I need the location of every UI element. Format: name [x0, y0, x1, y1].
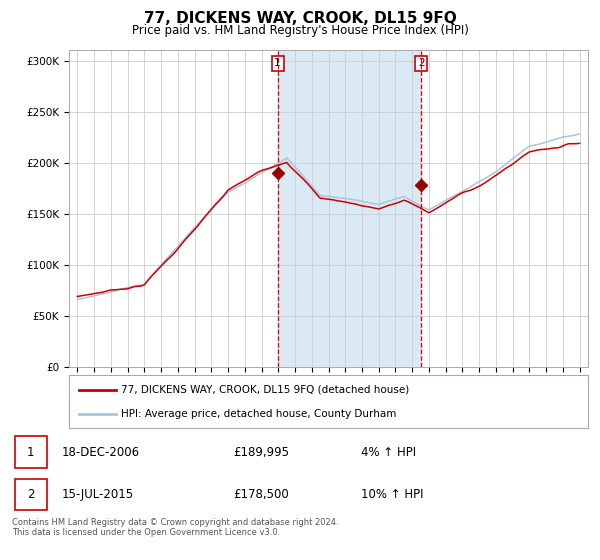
Text: 15-JUL-2015: 15-JUL-2015: [61, 488, 134, 501]
Text: £178,500: £178,500: [233, 488, 289, 501]
Text: 2: 2: [418, 58, 425, 68]
Text: 2: 2: [27, 488, 35, 501]
Text: 77, DICKENS WAY, CROOK, DL15 9FQ: 77, DICKENS WAY, CROOK, DL15 9FQ: [143, 11, 457, 26]
Text: 18-DEC-2006: 18-DEC-2006: [61, 446, 140, 459]
Bar: [278, 50, 421, 367]
Text: 4% ↑ HPI: 4% ↑ HPI: [361, 446, 416, 459]
Text: 77, DICKENS WAY, CROOK, DL15 9FQ (detached house): 77, DICKENS WAY, CROOK, DL15 9FQ (detach…: [121, 385, 409, 395]
FancyBboxPatch shape: [15, 479, 47, 510]
Text: HPI: Average price, detached house, County Durham: HPI: Average price, detached house, Coun…: [121, 409, 396, 419]
Text: 10% ↑ HPI: 10% ↑ HPI: [361, 488, 424, 501]
Text: Price paid vs. HM Land Registry's House Price Index (HPI): Price paid vs. HM Land Registry's House …: [131, 24, 469, 36]
Text: Contains HM Land Registry data © Crown copyright and database right 2024.
This d: Contains HM Land Registry data © Crown c…: [12, 518, 338, 538]
Text: 1: 1: [27, 446, 35, 459]
Text: 1: 1: [274, 58, 281, 68]
FancyBboxPatch shape: [15, 436, 47, 468]
Text: £189,995: £189,995: [233, 446, 289, 459]
